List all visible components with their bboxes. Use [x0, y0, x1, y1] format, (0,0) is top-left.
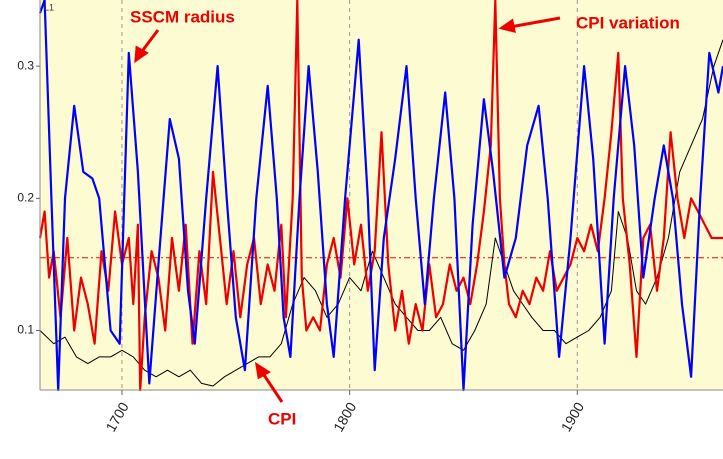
annotation-arrows [134, 16, 561, 403]
arrow-head [254, 361, 271, 380]
y-tick-label: 0.2 [17, 190, 34, 204]
arrow-head [498, 18, 516, 34]
arrow-head [134, 45, 149, 64]
corner-label: L1 [44, 2, 54, 12]
line-series [39, 39, 723, 387]
lines [38, 0, 723, 392]
arrow [260, 371, 284, 403]
x-tick-label: 1900 [558, 399, 588, 434]
y-tick-label: 0.3 [17, 58, 34, 72]
annotation: CPI [268, 409, 296, 428]
y-tick-label: 0.1 [17, 323, 34, 337]
x-tick-label: 1700 [102, 399, 132, 434]
x-tick-label: 1800 [330, 399, 360, 434]
plot-area [40, 0, 723, 390]
annotation: CPI variation [576, 13, 680, 32]
annotation: SSCM radius [130, 7, 235, 26]
arrow [509, 16, 561, 29]
line-series [38, 0, 723, 392]
